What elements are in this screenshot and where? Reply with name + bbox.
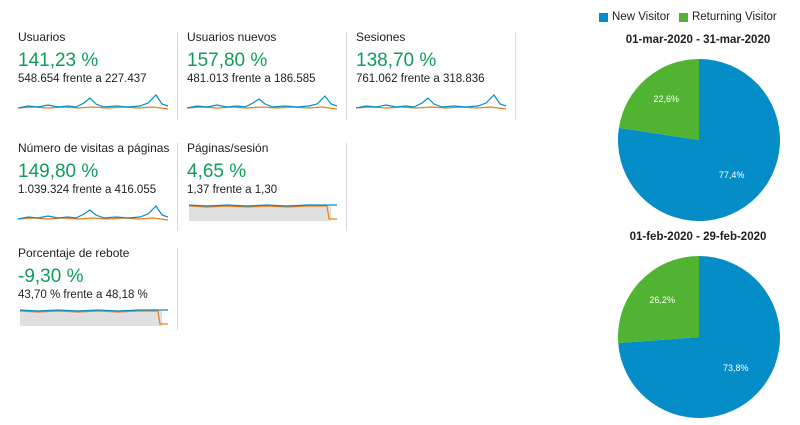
pie-slice-returning-visitor[interactable] bbox=[618, 59, 699, 140]
pie-legend: New Visitor Returning Visitor bbox=[599, 11, 786, 23]
pie-slice-new-visitor[interactable] bbox=[618, 59, 781, 221]
pie-label-returning: 22,6% bbox=[654, 94, 680, 104]
sparkline bbox=[187, 95, 337, 110]
metric-change: -9,30 % bbox=[18, 266, 84, 287]
metric-comparison: 761.062 frente a 318.836 bbox=[356, 73, 485, 85]
card-divider bbox=[346, 32, 347, 120]
card-divider bbox=[177, 32, 178, 120]
metric-card-sesiones[interactable]: Sesiones 138,70 % 761.062 frente a 318.8… bbox=[356, 30, 506, 112]
pie-slice-new-visitor[interactable] bbox=[618, 256, 780, 418]
metric-change: 157,80 % bbox=[187, 50, 268, 71]
pie-label-new: 77,4% bbox=[719, 170, 745, 180]
metric-comparison: 481.013 frente a 186.585 bbox=[187, 73, 316, 85]
metric-label: Usuarios bbox=[18, 30, 66, 44]
metric-change: 138,70 % bbox=[356, 50, 437, 71]
sparkline bbox=[19, 309, 168, 326]
sparkline bbox=[18, 205, 168, 221]
card-divider bbox=[346, 143, 347, 231]
metric-card-usuarios[interactable]: Usuarios 141,23 % 548.654 frente a 227.4… bbox=[18, 30, 168, 112]
metric-label: Usuarios nuevos bbox=[187, 30, 277, 44]
metric-label: Número de visitas a páginas bbox=[18, 141, 170, 155]
metric-comparison: 1,37 frente a 1,30 bbox=[187, 184, 278, 196]
metric-label: Porcentaje de rebote bbox=[18, 246, 130, 260]
pie-slice-returning-visitor[interactable] bbox=[618, 256, 699, 344]
pie-title-feb: 01-feb-2020 - 29-feb-2020 bbox=[629, 231, 767, 243]
metric-card-paginas-sesion[interactable]: Páginas/sesión 4,65 % 1,37 frente a 1,30 bbox=[187, 141, 337, 223]
metric-card-visitas-paginas[interactable]: Número de visitas a páginas 149,80 % 1.0… bbox=[18, 141, 170, 223]
metric-comparison: 1.039.324 frente a 416.055 bbox=[18, 184, 157, 196]
metric-label: Páginas/sesión bbox=[187, 141, 269, 155]
metric-card-porcentaje-rebote[interactable]: Porcentaje de rebote -9,30 % 43,70 % fre… bbox=[18, 246, 168, 328]
legend-label-returning: Returning Visitor bbox=[691, 11, 777, 23]
metric-comparison: 43,70 % frente a 48,18 % bbox=[18, 289, 148, 301]
pie-label-new: 73,8% bbox=[723, 363, 749, 373]
legend-label-new: New Visitor bbox=[612, 11, 670, 23]
legend-item-new-visitor[interactable]: New Visitor bbox=[599, 11, 670, 23]
card-divider bbox=[177, 248, 178, 330]
legend-swatch-returning bbox=[678, 12, 688, 22]
pie-label-returning: 26,2% bbox=[649, 295, 675, 305]
legend-swatch-new bbox=[599, 12, 608, 22]
metric-change: 149,80 % bbox=[18, 161, 99, 182]
metric-change: 141,23 % bbox=[18, 50, 99, 71]
metric-card-usuarios-nuevos[interactable]: Usuarios nuevos 157,80 % 481.013 frente … bbox=[187, 30, 337, 112]
legend-item-returning-visitor[interactable]: Returning Visitor bbox=[678, 11, 777, 23]
sparkline bbox=[18, 94, 168, 110]
pie-chart-feb[interactable]: 73,8% 26,2% bbox=[613, 251, 785, 423]
metric-label: Sesiones bbox=[356, 30, 406, 44]
pie-title-mar: 01-mar-2020 - 31-mar-2020 bbox=[625, 34, 771, 46]
card-divider bbox=[177, 143, 178, 231]
card-divider bbox=[515, 32, 516, 120]
sparkline bbox=[356, 94, 506, 110]
metric-change: 4,65 % bbox=[187, 161, 247, 182]
metric-comparison: 548.654 frente a 227.437 bbox=[18, 73, 147, 85]
sparkline bbox=[188, 204, 337, 221]
pie-chart-mar[interactable]: 77,4% 22,6% bbox=[613, 54, 785, 226]
